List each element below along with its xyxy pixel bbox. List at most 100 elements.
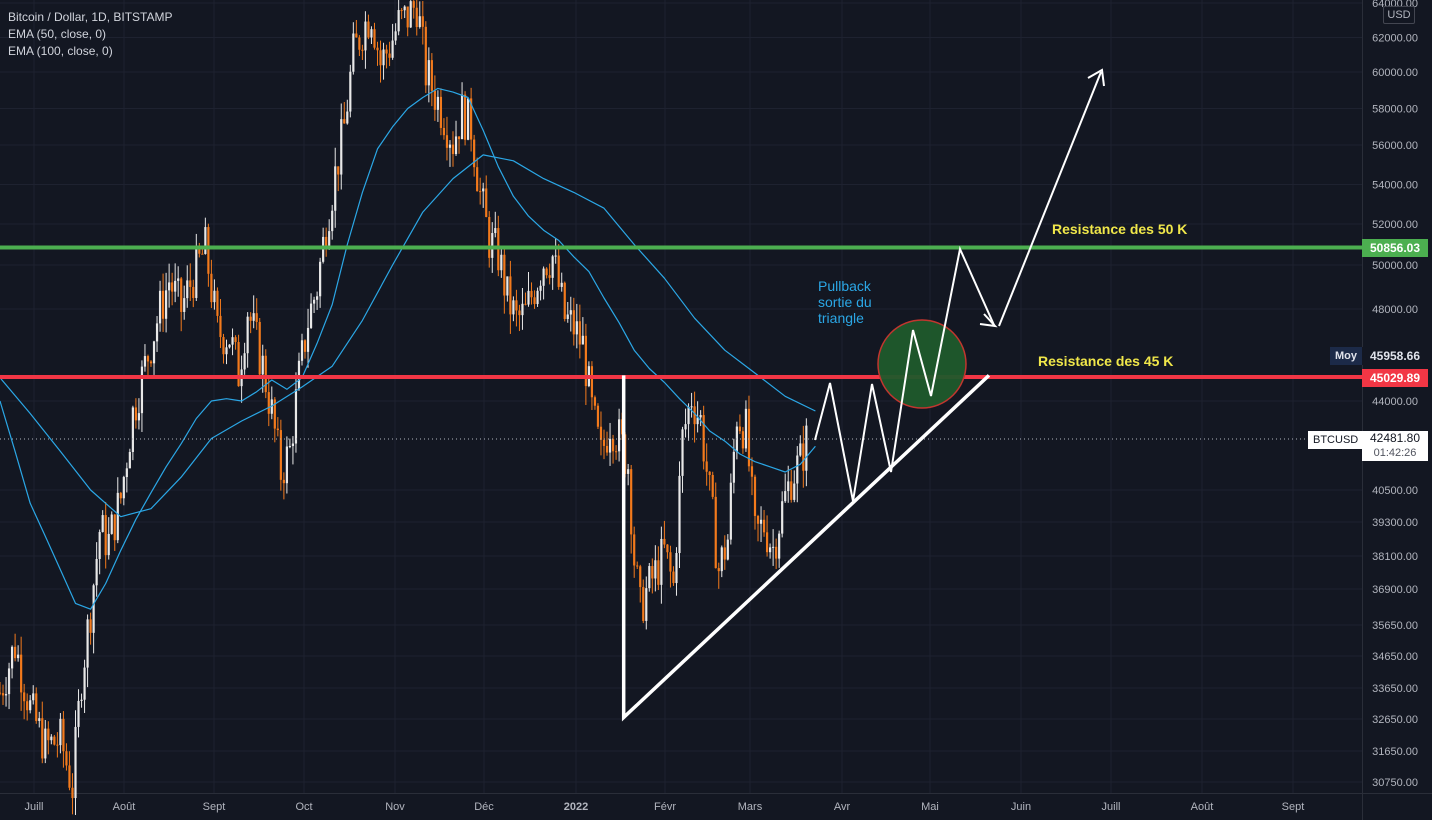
candle-body (252, 313, 255, 321)
x-tick-label: Nov (385, 801, 405, 813)
candle-body (312, 299, 316, 304)
candle-body (358, 37, 361, 50)
y-tick-label: 33650.00 (1372, 683, 1418, 695)
candle-body (403, 6, 406, 11)
candle-body (560, 282, 563, 287)
candle-body (524, 303, 527, 305)
candle-body (92, 585, 95, 633)
candle-body (210, 273, 213, 303)
candle-body (285, 446, 288, 484)
candle-body (246, 316, 249, 354)
candle-body (219, 315, 222, 338)
candle-body (430, 60, 433, 91)
candle-body (530, 290, 533, 298)
candle-body (627, 469, 630, 474)
candle-body (590, 366, 594, 398)
x-tick-label: Juin (1011, 801, 1031, 813)
moy-label: Moy (1330, 347, 1362, 365)
candle-body (388, 53, 391, 58)
candle-body (614, 451, 618, 453)
candle-body (17, 654, 20, 659)
candle-body (23, 692, 26, 702)
candle-body (165, 290, 168, 319)
candle-body (26, 701, 29, 711)
candle-body (41, 718, 44, 759)
candle-body (790, 481, 793, 500)
price-tag-moy: 45958.66 (1362, 347, 1428, 365)
candle-body (98, 532, 101, 559)
candle-body (110, 514, 113, 534)
candle-body (802, 443, 805, 471)
candle-body (397, 10, 400, 32)
candle-body (439, 96, 443, 128)
candle-body (168, 282, 171, 291)
candle-body (47, 728, 50, 741)
x-tick-label: Juill (25, 801, 44, 813)
candle-body (1, 693, 5, 696)
candle-body (781, 501, 784, 534)
candle-body (249, 316, 252, 321)
candle-body (65, 751, 68, 766)
candle-body (684, 424, 687, 430)
candle-body (243, 353, 246, 370)
candle-body (705, 461, 708, 472)
currency-label[interactable]: USD (1383, 6, 1415, 24)
candle-body (276, 428, 279, 431)
candle-body (726, 539, 729, 560)
candle-body (180, 278, 183, 312)
candle-body (454, 136, 458, 155)
candle-body (687, 406, 690, 425)
candle-body (575, 321, 578, 335)
candle-body (137, 413, 141, 421)
annotation-pullback: Pullback sortie du triangle (818, 278, 872, 326)
candle-body (29, 700, 32, 711)
candle-body (50, 736, 53, 741)
y-tick-label: 62000.00 (1372, 33, 1418, 45)
candle-body (738, 426, 741, 432)
y-tick-label: 31650.00 (1372, 746, 1418, 758)
candle-body (309, 303, 313, 328)
candle-body (702, 415, 705, 462)
y-tick-label: 32650.00 (1372, 714, 1418, 726)
current-price: 42481.80 (1369, 431, 1421, 445)
candle-body (605, 445, 609, 453)
price-tag-45k: 45029.89 (1362, 369, 1428, 387)
projection-zigzag (814, 245, 995, 502)
candle-body (258, 321, 261, 375)
candle-body (720, 547, 723, 572)
candle-body (95, 558, 98, 586)
candle-body (237, 342, 240, 387)
bar-countdown: 01:42:26 (1373, 447, 1417, 459)
candle-body (669, 552, 672, 572)
candle-body (654, 560, 657, 579)
y-tick-label: 64000.00 (1372, 0, 1418, 10)
y-tick-label: 54000.00 (1372, 180, 1418, 192)
candle-body (636, 565, 639, 567)
candle-body (427, 60, 430, 86)
candle-body (533, 297, 536, 305)
candle-body (442, 127, 446, 136)
candle-body (765, 532, 769, 553)
candle-body (717, 568, 720, 572)
candle-body (666, 544, 669, 553)
candle-body (569, 310, 572, 315)
candle-body (20, 654, 23, 693)
candle-body (222, 337, 225, 355)
candle-body (255, 313, 258, 322)
candle-body (488, 217, 491, 258)
candle-body (201, 253, 204, 255)
x-tick-label: Juill (1102, 801, 1121, 813)
candle-body (681, 429, 684, 476)
x-tick-label: Déc (474, 801, 494, 813)
candle-body (699, 415, 702, 418)
y-tick-label: 38100.00 (1372, 551, 1418, 563)
candle-body (279, 430, 282, 480)
candle-body (379, 50, 382, 66)
candle-body (62, 718, 65, 752)
candle-body (349, 71, 352, 112)
candle-body (119, 492, 122, 499)
candle-body (325, 236, 328, 248)
candle-body (131, 407, 134, 452)
candle-body (542, 268, 545, 286)
